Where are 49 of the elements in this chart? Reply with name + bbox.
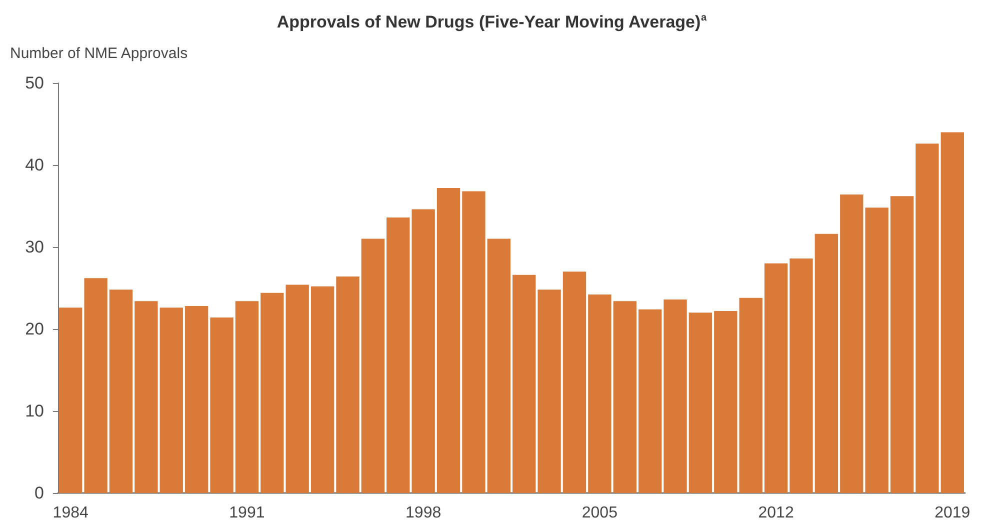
x-tick-label: 2019 <box>934 504 970 522</box>
x-tick-label: 1998 <box>406 504 442 522</box>
bar <box>840 194 864 493</box>
bar <box>538 290 561 493</box>
bar <box>462 191 486 493</box>
bar <box>940 132 964 493</box>
x-tick-label: 1984 <box>52 504 88 522</box>
bar <box>160 308 183 493</box>
bar <box>336 276 360 493</box>
bar <box>664 299 687 493</box>
bar <box>84 278 108 493</box>
y-tick-label: 0 <box>34 484 44 502</box>
bar <box>310 286 334 493</box>
bar <box>814 234 838 493</box>
bar <box>436 188 460 493</box>
bar <box>59 308 82 493</box>
bar <box>739 298 762 493</box>
bar <box>286 284 309 493</box>
x-tick-label: 1991 <box>229 504 265 522</box>
bar <box>109 290 133 493</box>
bar <box>184 306 208 493</box>
bar <box>790 258 813 493</box>
y-tick-label: 30 <box>25 238 44 256</box>
x-tick-label: 2012 <box>758 504 794 522</box>
bar <box>916 144 939 493</box>
bar <box>613 301 636 493</box>
bar <box>412 209 435 493</box>
bar <box>890 196 914 493</box>
bar <box>210 318 234 493</box>
bar <box>361 238 385 493</box>
y-tick-label: 20 <box>25 320 44 338</box>
bar <box>764 263 788 493</box>
bar <box>562 272 586 493</box>
bar <box>588 294 612 493</box>
bar <box>512 274 536 493</box>
bar <box>134 301 158 493</box>
y-tick-label: 40 <box>25 156 44 174</box>
bar <box>235 301 259 493</box>
bar <box>865 208 888 493</box>
y-axis-title: Number of NME Approvals <box>10 45 188 62</box>
bar <box>714 310 738 493</box>
x-tick-label: 2005 <box>582 504 618 522</box>
y-tick-label: 10 <box>25 402 44 420</box>
bar <box>386 217 410 493</box>
bar <box>688 312 712 493</box>
bar <box>638 309 662 493</box>
y-tick-label: 50 <box>25 74 44 92</box>
bar <box>260 292 284 493</box>
bar <box>487 238 510 493</box>
